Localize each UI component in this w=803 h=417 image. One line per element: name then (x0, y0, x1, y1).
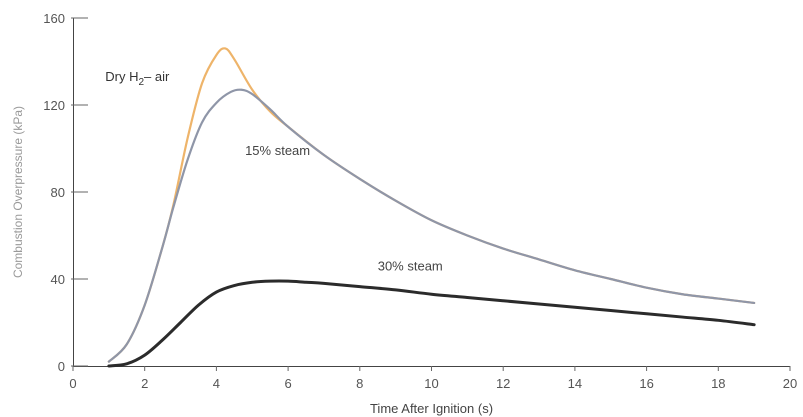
series-label-dry-main: Dry H (105, 69, 138, 84)
y-tick-label: 160 (43, 11, 65, 26)
y-tick-label: 40 (51, 272, 65, 287)
x-tick-label: 6 (284, 376, 291, 391)
y-tick-label: 120 (43, 98, 65, 113)
axes: 0 2 4 6 8 10 12 14 16 18 20 0 40 80 120 160 Time After I… (11, 11, 797, 416)
x-tick-label: 18 (711, 376, 725, 391)
labels: Dry H2– air 15% steam 30% steam (105, 69, 443, 273)
series-line-30-steam (107, 279, 756, 368)
x-tick-label: 2 (141, 376, 148, 391)
x-tick-label: 0 (69, 376, 76, 391)
y-axis-title: Combustion Overpressure (kPa) (11, 106, 25, 278)
series-label-dry: Dry H2– air (105, 69, 170, 88)
series-label-dry-tail: – air (144, 69, 170, 84)
x-tick-label: 4 (213, 376, 220, 391)
x-tick-label: 10 (424, 376, 438, 391)
x-axis-title: Time After Ignition (s) (370, 401, 493, 416)
x-tick-label: 16 (639, 376, 653, 391)
series-line-15-steam (107, 88, 756, 363)
x-tick-label: 20 (783, 376, 797, 391)
plot-area (107, 47, 756, 368)
y-tick-label: 80 (51, 185, 65, 200)
x-tick-label: 14 (568, 376, 582, 391)
y-tick-label: 0 (58, 359, 65, 374)
series-label-30-steam: 30% steam (378, 258, 443, 273)
x-tick-label: 12 (496, 376, 510, 391)
series-label-dry-sub: 2 (138, 77, 144, 88)
series-label-15-steam: 15% steam (245, 143, 310, 158)
x-tick-label: 8 (356, 376, 363, 391)
